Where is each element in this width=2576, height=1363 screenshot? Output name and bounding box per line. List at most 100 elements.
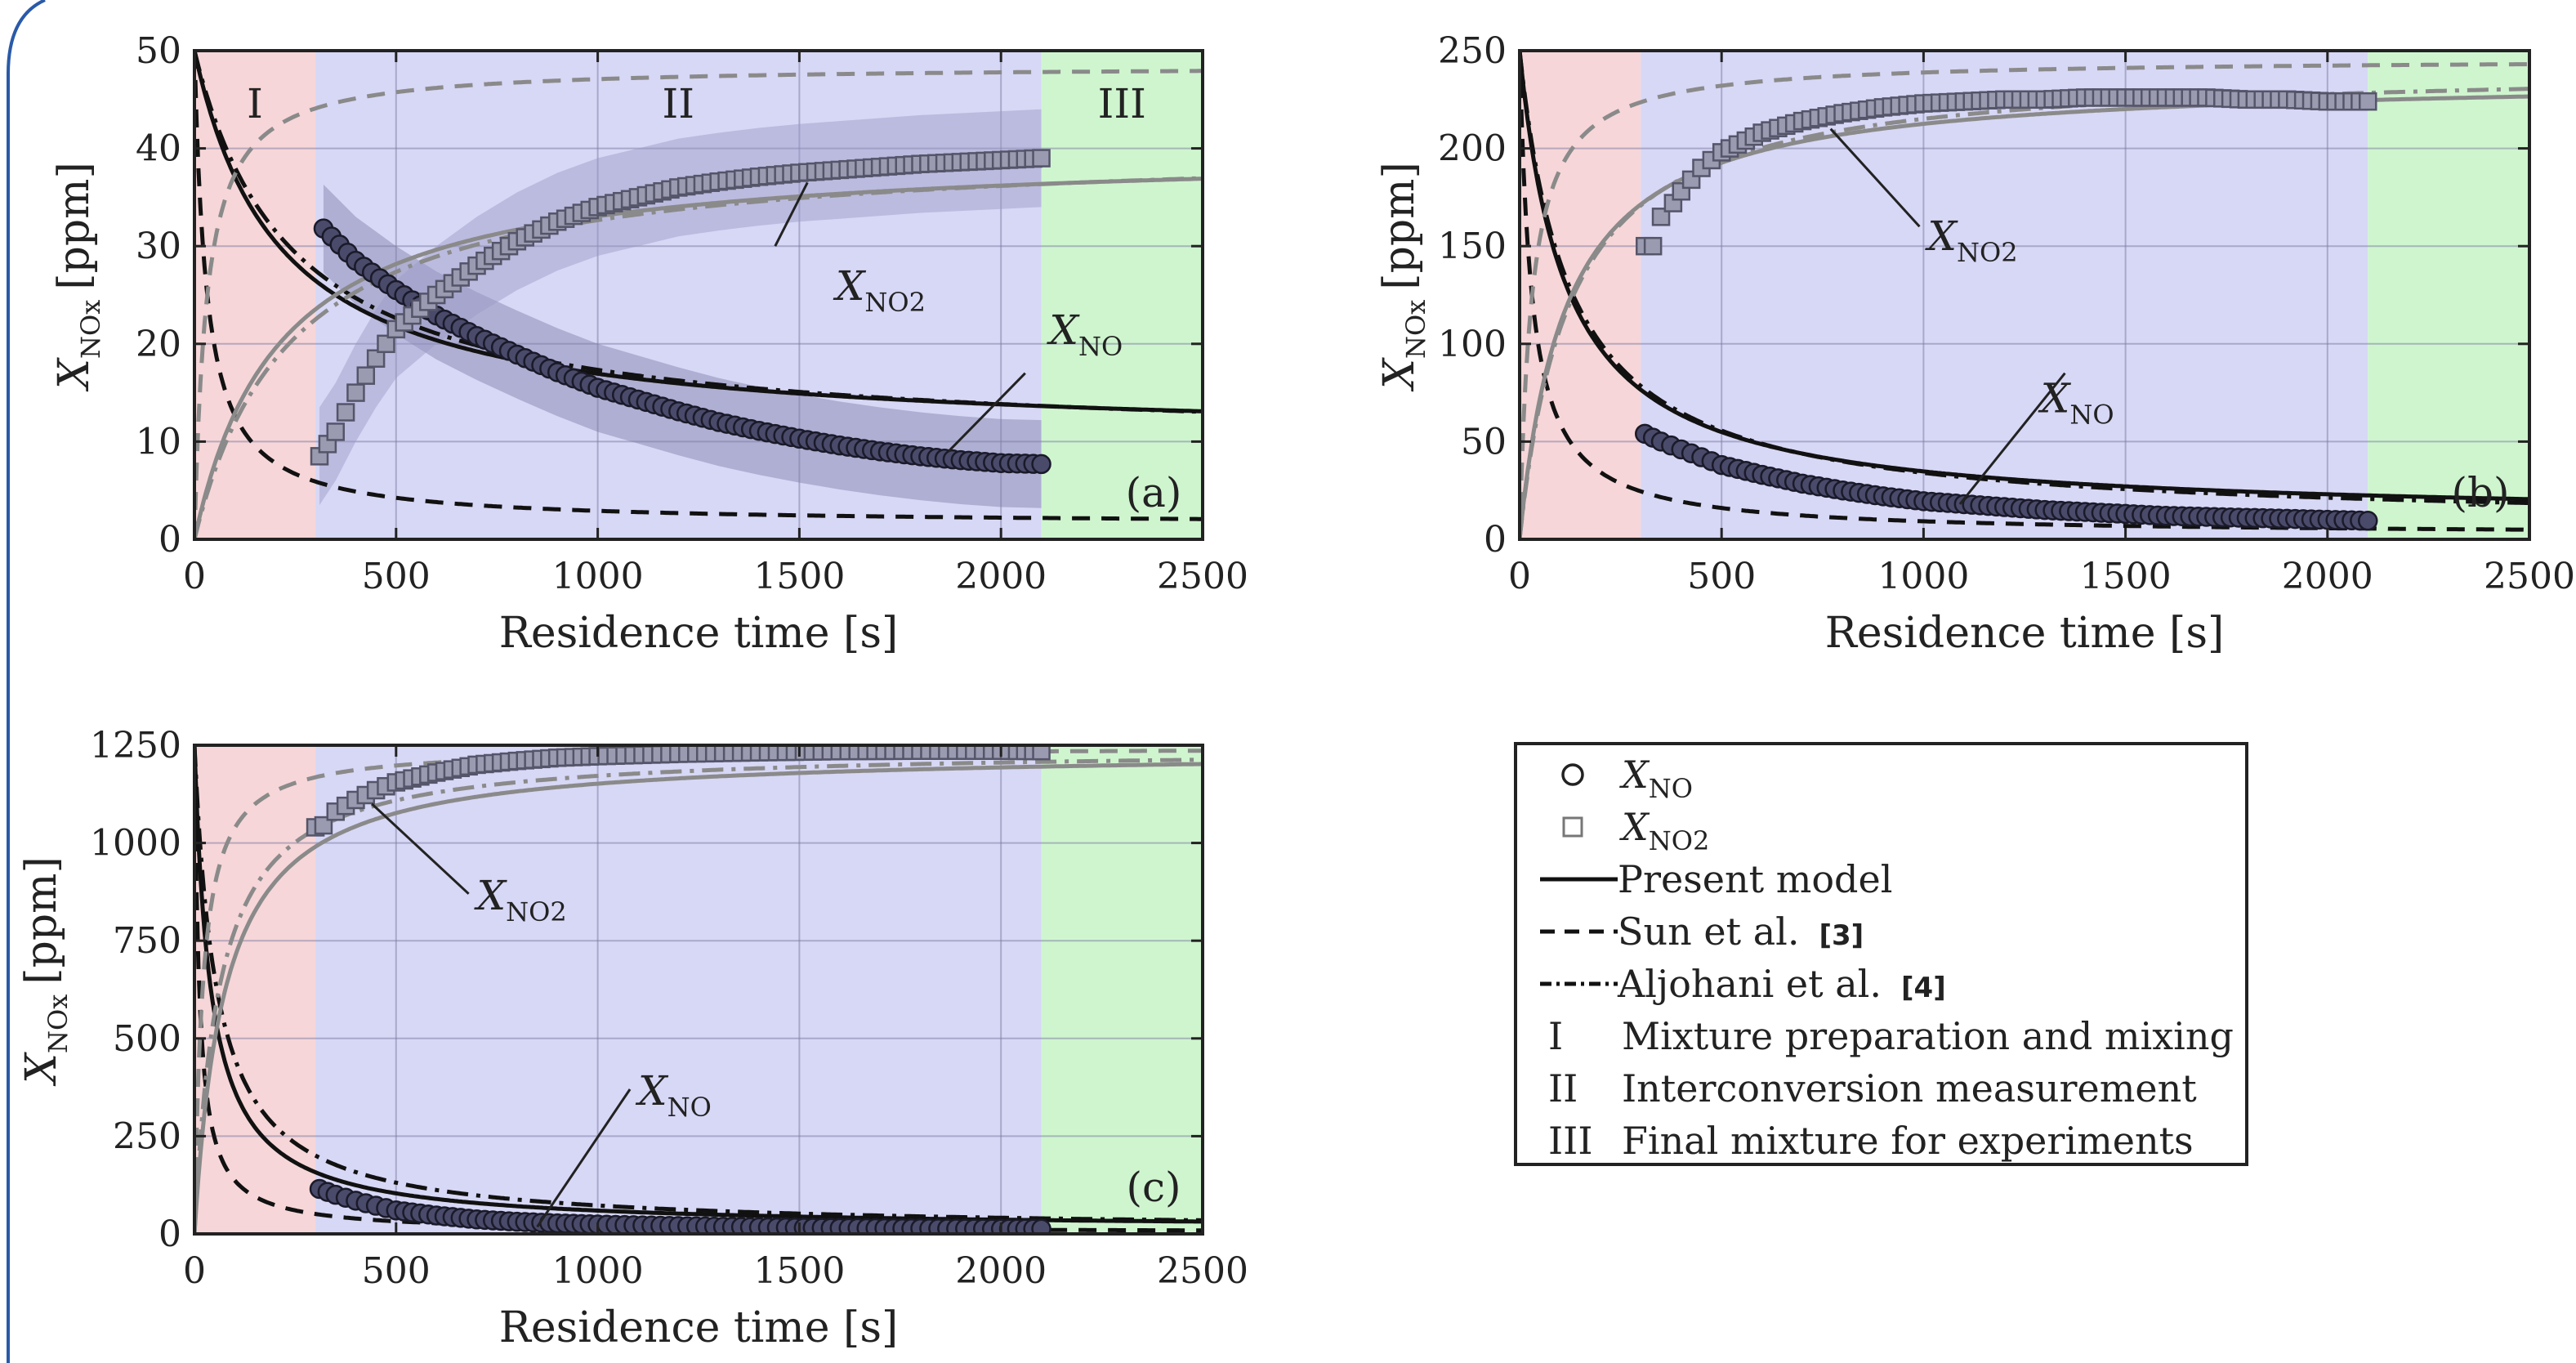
y-tick-label: 500 bbox=[113, 1018, 181, 1060]
model-curve-no bbox=[194, 51, 1203, 521]
y-tick-label: 0 bbox=[158, 519, 181, 561]
annotation-sub: NO bbox=[1078, 331, 1123, 362]
annotation-label: XNO bbox=[2038, 375, 2114, 431]
annotation-base: X bbox=[833, 262, 867, 310]
y-tick-label: 750 bbox=[113, 920, 181, 962]
x-tick-label: 2500 bbox=[1157, 1250, 1248, 1292]
legend-label-sub: NO2 bbox=[1649, 825, 1710, 856]
x-tick-label: 1500 bbox=[2080, 556, 2172, 597]
data-point-no bbox=[1031, 1218, 1051, 1234]
annotation-leader bbox=[536, 1088, 632, 1228]
y-axis-label-sub: NOx bbox=[42, 994, 74, 1053]
legend-label-base: X bbox=[1619, 805, 1650, 849]
y-tick-label: 100 bbox=[1438, 324, 1507, 365]
data-point-no bbox=[2357, 511, 2378, 531]
annotation-base: X bbox=[1046, 306, 1080, 354]
legend-label: Present model bbox=[1618, 857, 1892, 901]
y-axis-label-base: X bbox=[50, 357, 99, 392]
y-axis-label: XNOx [ppm] bbox=[1375, 162, 1431, 392]
region-3 bbox=[2368, 51, 2529, 539]
legend-label-text: Present model bbox=[1618, 857, 1892, 901]
annotation-base: X bbox=[2038, 375, 2072, 422]
region-label-3: III bbox=[1098, 80, 1146, 127]
annotation-label: XNO2 bbox=[1924, 212, 2017, 268]
legend-label: Aljohani et al. [4] bbox=[1617, 962, 1946, 1006]
legend-label-text: Aljohani et al. bbox=[1617, 962, 1882, 1006]
x-tick-label: 1500 bbox=[753, 556, 845, 597]
legend-roman-numeral: II bbox=[1548, 1066, 1578, 1111]
x-tick-label: 0 bbox=[183, 556, 206, 597]
data-point-no2 bbox=[377, 334, 395, 354]
model-curve-no bbox=[194, 51, 1203, 414]
model-curve-no bbox=[194, 51, 1203, 413]
y-axis-label-unit: [ppm] bbox=[50, 162, 99, 289]
region-label-1: I bbox=[247, 80, 263, 127]
y-tick-label: 10 bbox=[136, 421, 181, 463]
y-axis-label-base: X bbox=[1375, 357, 1424, 392]
model-curve-no2 bbox=[194, 762, 1203, 1234]
data-point-no bbox=[1031, 454, 1051, 475]
data-point-no2 bbox=[1651, 208, 1671, 226]
model-curve-no bbox=[1520, 51, 2529, 506]
legend-roman-numeral: I bbox=[1548, 1014, 1563, 1058]
uncertainty-band bbox=[319, 109, 1042, 506]
x-tick-label: 2000 bbox=[955, 1250, 1047, 1292]
legend-label: Sun et al. [3] bbox=[1618, 909, 1864, 954]
y-tick-label: 40 bbox=[136, 128, 181, 170]
x-tick-label: 0 bbox=[1508, 556, 1531, 597]
uncertainty-band bbox=[323, 184, 1042, 508]
panel-label: (a) bbox=[1126, 469, 1182, 516]
y-tick-label: 30 bbox=[136, 226, 181, 267]
data-point-no2 bbox=[314, 816, 333, 835]
data-point-no2 bbox=[2358, 92, 2377, 111]
panel-label: (b) bbox=[2451, 469, 2509, 516]
model-curve-no2 bbox=[1520, 62, 2529, 539]
x-tick-label: 1000 bbox=[552, 1250, 644, 1292]
legend-label-text: Mixture preparation and mixing bbox=[1622, 1014, 2234, 1058]
region-label-2: II bbox=[663, 80, 695, 127]
data-point-no2 bbox=[1643, 236, 1663, 256]
y-tick-label: 50 bbox=[136, 30, 181, 72]
legend-label: XNO bbox=[1619, 753, 1693, 804]
legend-symbol-circle bbox=[1561, 763, 1584, 786]
annotation-sub: NO bbox=[2069, 400, 2114, 431]
model-curve-no2 bbox=[194, 69, 1203, 539]
y-axis-label: XNOx [ppm] bbox=[50, 162, 106, 392]
y-axis-label-text: XNOx [ppm] bbox=[17, 856, 74, 1087]
x-tick-label: 1500 bbox=[753, 1250, 845, 1292]
region-3 bbox=[1041, 51, 1203, 539]
y-tick-label: 250 bbox=[113, 1115, 181, 1157]
annotation-base: X bbox=[474, 872, 508, 919]
panel-label: (c) bbox=[1126, 1164, 1181, 1211]
x-tick-label: 500 bbox=[1687, 556, 1756, 597]
y-axis-label: XNOx [ppm] bbox=[17, 856, 74, 1087]
region-1 bbox=[194, 745, 316, 1234]
annotation-leader bbox=[1829, 127, 1921, 228]
y-tick-label: 1250 bbox=[90, 725, 181, 766]
model-curve-no2 bbox=[194, 757, 1203, 1234]
data-point-no2 bbox=[356, 366, 376, 385]
y-axis-label-sub: NOx bbox=[75, 300, 106, 359]
legend-reference: [3] bbox=[1819, 919, 1864, 952]
annotation-sub: NO2 bbox=[1957, 237, 2018, 268]
y-tick-label: 50 bbox=[1461, 421, 1507, 463]
legend-label-text: Sun et al. bbox=[1618, 909, 1799, 954]
region-3 bbox=[1041, 745, 1203, 1234]
plot-area bbox=[194, 745, 1203, 1234]
plot-area bbox=[1520, 51, 2529, 539]
annotation-label: XNO bbox=[635, 1067, 712, 1123]
y-axis-label-base: X bbox=[17, 1052, 66, 1087]
y-tick-label: 200 bbox=[1438, 128, 1507, 170]
y-tick-label: 0 bbox=[1484, 519, 1507, 561]
y-tick-label: 150 bbox=[1438, 226, 1507, 267]
x-tick-label: 2500 bbox=[1157, 556, 1248, 597]
annotation-label: XNO2 bbox=[474, 872, 567, 927]
data-point-no2 bbox=[326, 422, 346, 441]
model-curve-no bbox=[1520, 51, 2529, 502]
chart-panel-b: 0 500 1000 1500 2000 2500 0 50 100 150 200 250 Resid… bbox=[1375, 30, 2575, 658]
model-curve-no bbox=[194, 745, 1203, 1222]
plot-frame bbox=[193, 49, 1204, 541]
x-tick-label: 2000 bbox=[2282, 556, 2373, 597]
x-axis-label: Residence time [s] bbox=[499, 609, 899, 658]
